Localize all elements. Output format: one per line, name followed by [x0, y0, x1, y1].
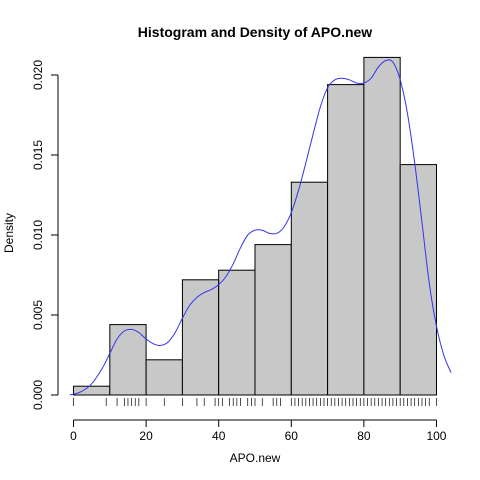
y-tick-label: 0.015	[31, 140, 45, 170]
histogram-bar-4	[218, 269, 256, 396]
x-tick-label: 80	[357, 429, 371, 443]
x-tick-label: 40	[212, 429, 226, 443]
histogram-bar-2	[145, 359, 183, 396]
x-tick-label: 20	[139, 429, 153, 443]
y-tick-label: 0.000	[31, 380, 45, 410]
y-tick-label: 0.005	[31, 300, 45, 330]
x-axis: 0 20 40 60 80 100	[70, 419, 447, 443]
rug-marks	[73, 398, 437, 406]
histogram-bars	[73, 56, 437, 396]
y-tick-label: 0.010	[31, 220, 45, 250]
histogram-bar-5	[254, 244, 292, 396]
x-axis-label: APO.new	[230, 451, 281, 465]
y-tick-label: 0.020	[31, 60, 45, 90]
histogram-bar-8	[363, 56, 401, 396]
density-curve	[69, 59, 452, 396]
histogram-bar-3	[181, 279, 220, 396]
y-axis: 0.000 0.005 0.010 0.015 0.020	[31, 60, 59, 410]
x-tick-label: 0	[70, 429, 77, 443]
x-tick-label: 100	[426, 429, 446, 443]
x-tick-label: 60	[285, 429, 299, 443]
histogram-bar-1	[109, 324, 147, 396]
histogram-bar-6	[290, 181, 329, 396]
chart-title: Histogram and Density of APO.new	[138, 24, 373, 40]
histogram-bar-9	[399, 164, 437, 396]
histogram-bar-0	[73, 385, 111, 396]
histogram-bar-7	[327, 84, 365, 396]
y-axis-label: Density	[2, 213, 16, 253]
